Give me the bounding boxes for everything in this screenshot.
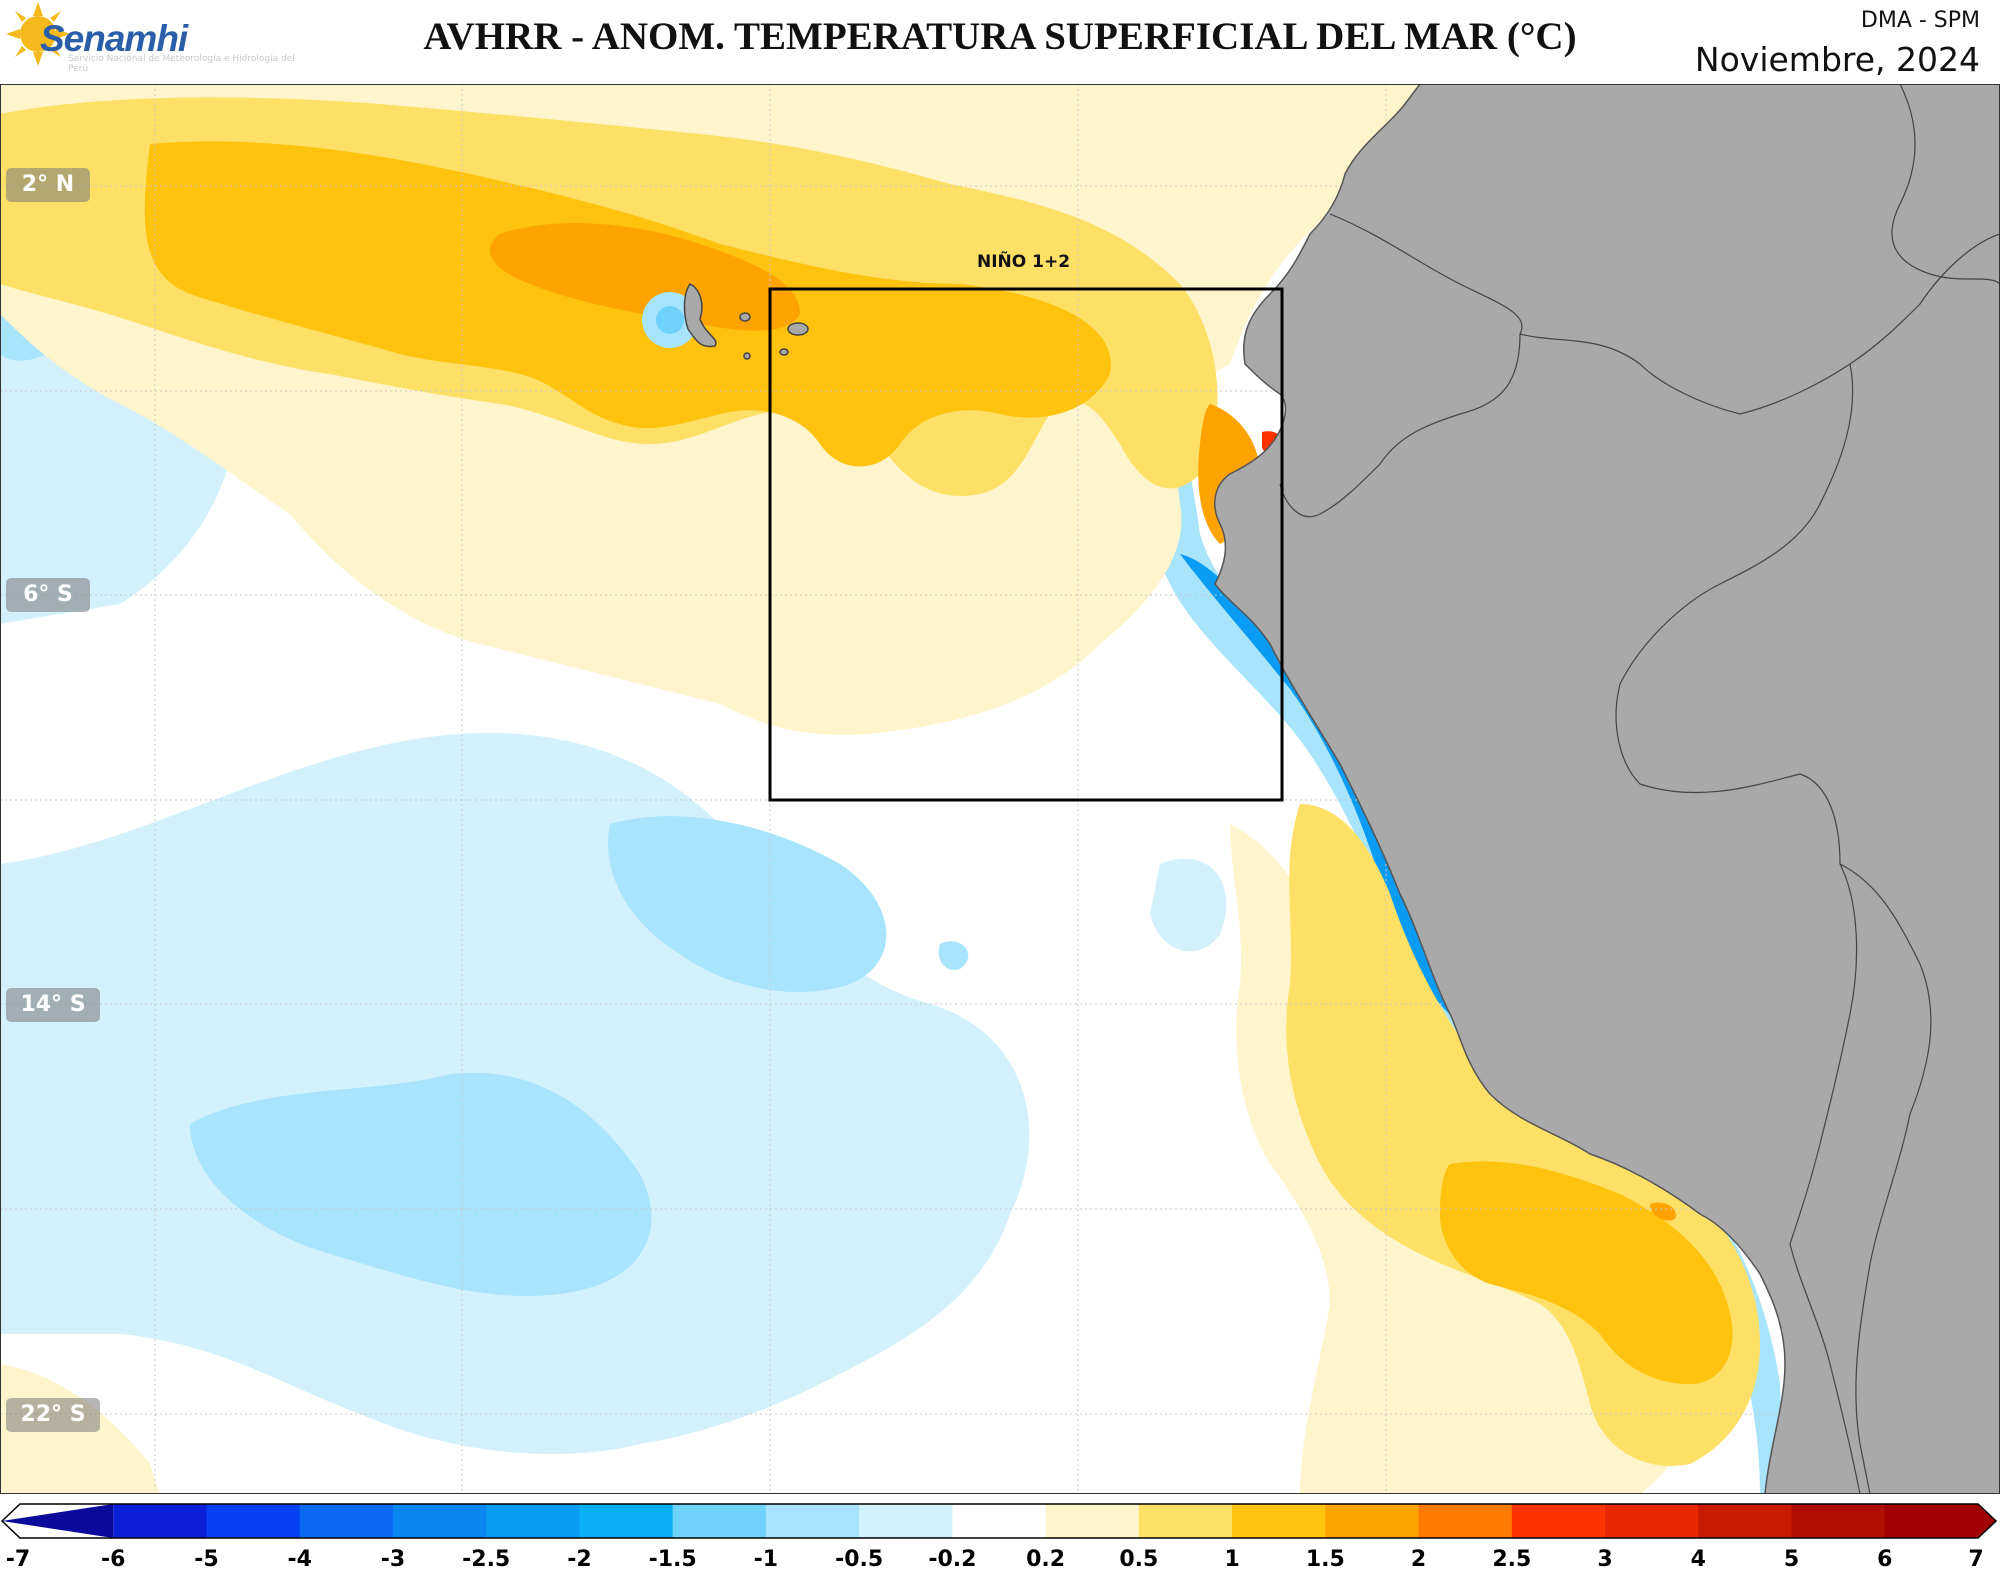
colorbar-swatch xyxy=(1884,1504,1996,1538)
sun-icon xyxy=(6,2,70,66)
colorbar-swatch xyxy=(299,1504,394,1538)
south-america-land xyxy=(1214,84,2000,1494)
colorbar-swatch xyxy=(1511,1504,1606,1538)
colorbar-tick-label: -2 xyxy=(567,1547,591,1572)
colorbar-tick-label: -1 xyxy=(754,1547,778,1572)
logo-subtitle: Servicio Nacional de Meteorología e Hidr… xyxy=(68,54,295,74)
colorbar-swatch xyxy=(952,1504,1047,1538)
colorbar-tick-label: -5 xyxy=(194,1547,218,1572)
lat-label-2n: 2° N xyxy=(6,168,90,202)
organization-label: DMA - SPM xyxy=(1860,8,1980,33)
logo-text: Senamhi xyxy=(40,18,188,59)
senamhi-logo: Senamhi Servicio Nacional de Meteorologí… xyxy=(6,2,306,82)
nino-1-2-region-box xyxy=(768,287,1284,802)
colorbar-tick-label: 5 xyxy=(1784,1547,1799,1572)
colorbar-tick-label: 2 xyxy=(1411,1547,1426,1572)
colorbar-swatch xyxy=(859,1504,953,1538)
colorbar-swatch xyxy=(765,1504,860,1538)
colorbar-tick-label: -0.2 xyxy=(928,1547,976,1572)
colorbar-swatch xyxy=(672,1504,767,1538)
lat-label-22s: 22° S xyxy=(6,1398,100,1432)
colorbar-tick-label: -4 xyxy=(287,1547,311,1572)
colorbar-tick-label: -6 xyxy=(101,1547,125,1572)
colorbar-tick-label: -7 xyxy=(6,1547,30,1572)
colorbar-swatch xyxy=(1325,1504,1420,1538)
colorbar: -7 -6 -5 -4 -3 -2.5 -2 -1.5 -1 -0.5 -0.2 0.2 0.5 1 1.5… xyxy=(0,1503,1998,1572)
colorbar-swatch xyxy=(579,1504,674,1538)
colorbar-swatch xyxy=(486,1504,580,1538)
anomaly-positive-moderate xyxy=(0,97,1760,1466)
map-title: AVHRR - ANOM. TEMPERATURA SUPERFICIAL DE… xyxy=(423,15,1577,58)
anomaly-positive-weak xyxy=(0,84,1700,1494)
colorbar-swatch xyxy=(392,1504,487,1538)
colorbar-tick-label: 2.5 xyxy=(1492,1547,1531,1572)
date-label: Noviembre, 2024 xyxy=(1694,40,1980,79)
sst-anomaly-map: NIÑO 1+2 2° N 6° S 14° S 22° S xyxy=(0,84,2000,1494)
anomaly-negative-moderate xyxy=(0,284,969,1296)
colorbar-swatch xyxy=(1698,1504,1793,1538)
colorbar-swatch xyxy=(1418,1504,1513,1538)
colorbar-tick-label: -2.5 xyxy=(462,1547,510,1572)
colorbar-tick-label: 0.2 xyxy=(1026,1547,1065,1572)
header: Senamhi Servicio Nacional de Meteorologí… xyxy=(0,0,2000,84)
colorbar-swatch xyxy=(1232,1504,1326,1538)
lat-label-6s: 6° S xyxy=(6,578,90,612)
galapagos-cold-core xyxy=(656,306,684,334)
colorbar-tick-label: 4 xyxy=(1691,1547,1706,1572)
colorbar-tick-label: 0.5 xyxy=(1119,1547,1158,1572)
colorbar-swatch xyxy=(1045,1504,1140,1538)
colorbar-tick-label: -3 xyxy=(381,1547,405,1572)
colorbar-swatch xyxy=(113,1504,207,1538)
colorbar-tick-label: 6 xyxy=(1877,1547,1892,1572)
lat-label-14s: 14° S xyxy=(6,988,100,1022)
colorbar-outline xyxy=(0,1503,1998,1539)
colorbar-swatch xyxy=(2,1504,114,1538)
colorbar-legend: -7 -6 -5 -4 -3 -2.5 -2 -1.5 -1 -0.5 -0.2 0.2 0.5 1 1.5… xyxy=(0,1500,2000,1579)
colorbar-tick-label: 1 xyxy=(1224,1547,1239,1572)
colorbar-swatch xyxy=(1791,1504,1886,1538)
nino-region-label: NIÑO 1+2 xyxy=(977,252,1071,272)
colorbar-tick-label: -0.5 xyxy=(835,1547,883,1572)
colorbar-swatch xyxy=(1138,1504,1233,1538)
map-canvas xyxy=(0,84,2000,1494)
country-borders xyxy=(1279,84,2000,1494)
colorbar-tick-label: 7 xyxy=(1968,1547,1983,1572)
colorbar-tick-label: -1.5 xyxy=(649,1547,697,1572)
colorbar-tick-label: 1.5 xyxy=(1306,1547,1345,1572)
anomaly-positive-strong xyxy=(144,141,1733,1385)
colorbar-swatch xyxy=(1605,1504,1699,1538)
colorbar-swatch xyxy=(206,1504,301,1538)
galapagos-islands xyxy=(683,283,809,360)
colorbar-tick-label: 3 xyxy=(1597,1547,1612,1572)
